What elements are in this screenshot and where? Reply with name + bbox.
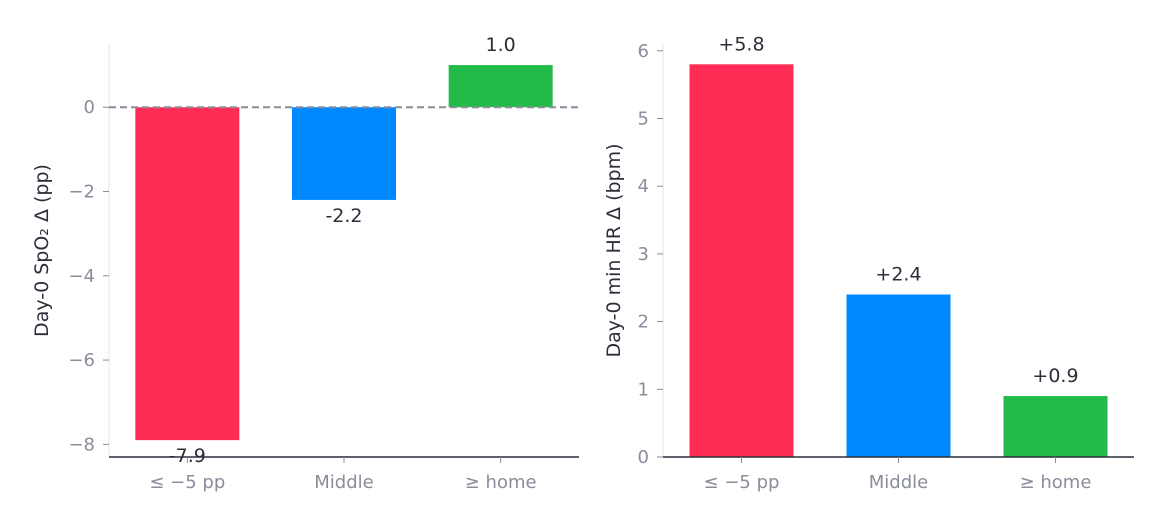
bar bbox=[292, 107, 396, 200]
x-tick-label: Middle bbox=[869, 472, 928, 493]
x-tick-label: ≤ −5 pp bbox=[704, 472, 780, 493]
y-tick-label: 0 bbox=[84, 97, 95, 118]
x-tick-label: Middle bbox=[314, 472, 373, 493]
data-label: +2.4 bbox=[875, 264, 921, 286]
data-label: 1.0 bbox=[486, 34, 516, 56]
y-tick-label: −2 bbox=[68, 182, 95, 203]
y-tick-label: −6 bbox=[68, 350, 95, 371]
y-tick-label: 5 bbox=[638, 108, 649, 129]
y-tick-label: 2 bbox=[638, 312, 649, 333]
data-label: -2.2 bbox=[325, 205, 362, 227]
data-label: +0.9 bbox=[1032, 365, 1078, 387]
bar bbox=[448, 65, 553, 108]
y-axis-title: Day-0 min HR Δ (bpm) bbox=[603, 143, 625, 357]
chart-spo2: 0 −2 −4 −6 −8 ≤ −5 pp Middle ≥ home -7.9 -2.2 1.0 D… bbox=[31, 34, 579, 493]
bar bbox=[135, 107, 240, 441]
data-label: +5.8 bbox=[718, 33, 764, 55]
data-label: -7.9 bbox=[169, 445, 206, 467]
y-tick-label: −8 bbox=[68, 434, 95, 455]
x-tick-label: ≥ home bbox=[1020, 472, 1092, 493]
y-tick-label: 4 bbox=[638, 176, 649, 197]
y-tick-label: 6 bbox=[638, 41, 649, 62]
y-axis-title: Day-0 SpO₂ Δ (pp) bbox=[31, 164, 53, 337]
x-tick-label: ≤ −5 pp bbox=[149, 472, 225, 493]
y-tick-label: −4 bbox=[68, 266, 95, 287]
chart-min-hr: 0 1 2 3 4 5 6 ≤ −5 pp Middle ≥ home +5.8 +2.4 +0.9 Da… bbox=[603, 33, 1134, 493]
y-tick-label: 3 bbox=[638, 244, 649, 265]
y-tick-label: 1 bbox=[638, 379, 649, 400]
bar bbox=[1003, 396, 1108, 457]
bar bbox=[689, 64, 794, 458]
x-tick-label: ≥ home bbox=[465, 472, 537, 493]
y-tick-label: 0 bbox=[638, 447, 649, 468]
bar bbox=[846, 294, 951, 457]
